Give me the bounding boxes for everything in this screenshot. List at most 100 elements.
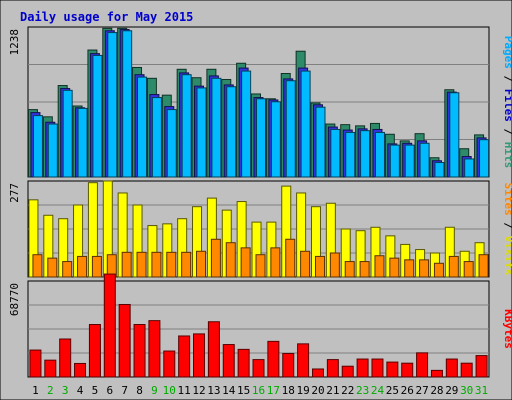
x-tick-label-28: 28 bbox=[430, 384, 443, 397]
axis-label-visits: Sites / Visits bbox=[502, 183, 512, 276]
bar-visits-sites-day-30 bbox=[463, 261, 474, 278]
axis-label-part: / bbox=[502, 216, 512, 236]
bar-traffic-pages-day-7 bbox=[122, 30, 133, 178]
bar-visits-sites-day-15 bbox=[240, 247, 251, 278]
bar-traffic-pages-day-19 bbox=[300, 70, 311, 178]
bar-traffic-pages-day-4 bbox=[77, 107, 88, 178]
axis-label-part: Hits bbox=[502, 142, 512, 169]
bar-kbytes-kbytes-day-30 bbox=[460, 362, 473, 378]
bar-kbytes-kbytes-day-16 bbox=[252, 359, 265, 378]
x-tick-label-29: 29 bbox=[445, 384, 458, 397]
bar-kbytes-kbytes-day-20 bbox=[311, 368, 324, 378]
x-tick-label-24: 24 bbox=[371, 384, 385, 397]
x-tick-label-25: 25 bbox=[386, 384, 399, 397]
bar-visits-sites-day-22 bbox=[344, 261, 355, 278]
bar-kbytes-kbytes-day-21 bbox=[326, 359, 339, 378]
x-tick-label-5: 5 bbox=[92, 384, 99, 397]
bar-kbytes-kbytes-day-6 bbox=[103, 273, 116, 378]
bar-kbytes-kbytes-day-5 bbox=[88, 324, 101, 378]
x-tick-label-20: 20 bbox=[311, 384, 324, 397]
chart-title: Daily usage for May 2015 bbox=[20, 10, 193, 24]
bar-kbytes-kbytes-day-8 bbox=[133, 324, 146, 378]
x-tick-label-7: 7 bbox=[121, 384, 128, 397]
bar-traffic-pages-day-15 bbox=[241, 70, 252, 178]
bar-traffic-pages-day-17 bbox=[270, 101, 281, 178]
x-tick-label-1: 1 bbox=[32, 384, 39, 397]
bar-traffic-pages-day-30 bbox=[464, 158, 475, 178]
bar-traffic-pages-day-5 bbox=[92, 54, 103, 178]
bar-visits-sites-day-13 bbox=[210, 238, 221, 278]
x-tick-label-4: 4 bbox=[77, 384, 84, 397]
x-tick-label-6: 6 bbox=[106, 384, 113, 397]
axis-label-traffic: Pages / Files / Hits bbox=[502, 36, 512, 169]
bar-kbytes-kbytes-day-3 bbox=[59, 338, 72, 378]
x-tick-label-22: 22 bbox=[341, 384, 354, 397]
axis-label-part: Pages bbox=[502, 36, 512, 69]
bar-traffic-pages-day-23 bbox=[360, 130, 371, 178]
x-tick-label-23: 23 bbox=[356, 384, 369, 397]
bar-traffic-pages-day-31 bbox=[479, 139, 490, 178]
x-tick-label-31: 31 bbox=[475, 384, 488, 397]
bar-kbytes-kbytes-day-14 bbox=[222, 344, 235, 378]
bar-visits-sites-day-2 bbox=[47, 257, 58, 278]
bar-traffic-pages-day-29 bbox=[449, 92, 460, 178]
bar-kbytes-kbytes-day-18 bbox=[282, 353, 295, 378]
bar-traffic-pages-day-28 bbox=[434, 162, 445, 178]
bar-kbytes-kbytes-day-7 bbox=[118, 303, 131, 378]
bar-traffic-pages-day-9 bbox=[151, 97, 162, 178]
x-tick-label-18: 18 bbox=[282, 384, 295, 397]
bar-traffic-pages-day-12 bbox=[196, 87, 207, 178]
bar-traffic-pages-day-2 bbox=[47, 123, 58, 178]
bar-kbytes-kbytes-day-4 bbox=[74, 362, 87, 378]
x-tick-label-12: 12 bbox=[192, 384, 205, 397]
panel-traffic: 1238 Pages / Files / Hits bbox=[8, 26, 512, 178]
panel-visits: 277 Sites / Visits bbox=[8, 180, 512, 278]
bar-visits-sites-day-8 bbox=[136, 251, 147, 278]
bar-traffic-pages-day-14 bbox=[226, 86, 237, 178]
bar-kbytes-kbytes-day-26 bbox=[401, 362, 414, 378]
bar-traffic-pages-day-13 bbox=[211, 77, 222, 178]
bar-kbytes-kbytes-day-11 bbox=[178, 335, 191, 378]
max-label-traffic: 1238 bbox=[8, 29, 21, 56]
axis-label-kbytes: KBytes bbox=[502, 309, 512, 349]
bar-visits-sites-day-23 bbox=[359, 261, 370, 278]
x-tick-label-26: 26 bbox=[401, 384, 414, 397]
axis-label-part: Sites bbox=[502, 183, 512, 216]
bar-traffic-pages-day-18 bbox=[285, 80, 296, 178]
x-tick-label-27: 27 bbox=[415, 384, 428, 397]
x-tick-label-10: 10 bbox=[163, 384, 176, 397]
bar-kbytes-kbytes-day-19 bbox=[297, 343, 310, 378]
bar-traffic-pages-day-22 bbox=[345, 131, 356, 178]
bar-traffic-pages-day-25 bbox=[389, 144, 400, 178]
bar-visits-sites-day-20 bbox=[314, 255, 325, 278]
x-tick-label-8: 8 bbox=[136, 384, 143, 397]
bar-visits-sites-day-3 bbox=[62, 261, 73, 278]
bar-visits-sites-day-11 bbox=[181, 251, 192, 278]
x-tick-label-9: 9 bbox=[151, 384, 158, 397]
axis-label-part: / bbox=[502, 122, 512, 142]
axis-label-part: KBytes bbox=[502, 309, 512, 349]
bar-kbytes-kbytes-day-13 bbox=[207, 321, 220, 378]
bar-kbytes-kbytes-day-23 bbox=[356, 358, 369, 378]
bar-visits-sites-day-17 bbox=[270, 247, 281, 278]
bar-visits-sites-day-19 bbox=[300, 250, 311, 278]
panel-kbytes: 68770 KBytes bbox=[8, 273, 512, 378]
bar-visits-sites-day-26 bbox=[404, 259, 415, 278]
bar-traffic-pages-day-8 bbox=[137, 76, 148, 178]
bar-traffic-pages-day-24 bbox=[374, 131, 385, 178]
bar-traffic-pages-day-11 bbox=[181, 74, 192, 178]
max-label-kbytes: 68770 bbox=[8, 283, 21, 316]
bar-kbytes-kbytes-day-29 bbox=[445, 358, 458, 378]
chart-panels: 1238 Pages / Files / Hits 277 Sites / Visit… bbox=[8, 26, 512, 378]
bar-visits-sites-day-7 bbox=[121, 251, 132, 278]
bar-kbytes-kbytes-day-15 bbox=[237, 348, 250, 378]
x-tick-label-19: 19 bbox=[296, 384, 309, 397]
x-axis-tick-labels: 1 2 3 4 5 6 7 8 9 10 11 12 13 14 15 16 17 18 19 20 21 22 23 24 2… bbox=[32, 384, 488, 397]
bar-kbytes-kbytes-day-12 bbox=[193, 333, 206, 378]
bar-kbytes-kbytes-day-1 bbox=[29, 349, 42, 378]
bar-visits-sites-day-28 bbox=[433, 262, 444, 278]
bar-kbytes-kbytes-day-25 bbox=[386, 361, 399, 378]
bar-traffic-pages-day-26 bbox=[404, 144, 415, 178]
x-tick-label-11: 11 bbox=[178, 384, 191, 397]
